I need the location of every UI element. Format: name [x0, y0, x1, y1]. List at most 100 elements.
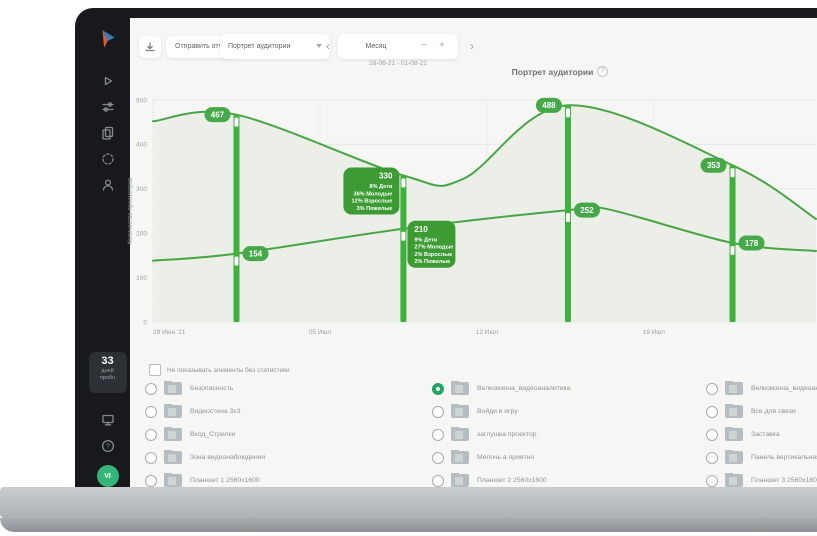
info-icon[interactable]: ?	[597, 66, 609, 77]
y-tick-label: 0	[143, 319, 147, 326]
x-tick-label: 28 Июн '21	[153, 329, 186, 336]
sidebar-item-screens[interactable]	[94, 407, 122, 433]
tooltip-value: 330	[379, 171, 393, 180]
pill-value: 488	[542, 101, 556, 110]
list-item[interactable]: Вход_Стрелки	[145, 427, 432, 442]
tooltip-breakdown-line: 8% Дети	[369, 184, 392, 190]
series-area	[153, 105, 816, 322]
radio-unselected[interactable]	[706, 474, 718, 487]
radio-unselected[interactable]	[145, 405, 157, 418]
value-pill[interactable]	[204, 107, 231, 123]
x-tick-label: 19 Июл	[643, 329, 665, 336]
list-item-label: Планшет 1 2560x1600	[190, 477, 260, 484]
trial-badge[interactable]: 33 дней пробн	[88, 352, 127, 393]
person-icon	[102, 179, 113, 191]
folder-icon	[451, 381, 469, 395]
value-pill[interactable]	[700, 157, 727, 173]
pill-value: 178	[745, 239, 759, 248]
sidebar-item-statistics[interactable]	[94, 94, 122, 120]
value-pill[interactable]	[738, 235, 765, 251]
sidebar-item-content[interactable]	[94, 120, 122, 146]
value-pill[interactable]	[573, 202, 600, 218]
chart-title: Портрет аудитории	[511, 66, 594, 77]
radio-selected[interactable]	[432, 382, 444, 395]
y-tick-label: 500	[136, 97, 147, 104]
list-item[interactable]: Велкомзона_видеоаналитика	[432, 381, 706, 396]
y-tick-label: 300	[136, 186, 147, 193]
list-item[interactable]: Планшет 1 2560x1600	[145, 473, 432, 487]
list-item[interactable]: Видеостена 3x3	[145, 404, 432, 419]
period-plus-button[interactable]: +	[439, 40, 445, 51]
app-logo-icon[interactable]	[97, 28, 119, 50]
chart-bar[interactable]	[564, 105, 571, 322]
radio-unselected[interactable]	[432, 405, 444, 418]
hide-empty-label: Не показывать элементы без статистики	[167, 366, 290, 374]
trial-days-number: 33	[101, 355, 114, 367]
hide-empty-checkbox[interactable]	[149, 364, 161, 376]
screen-list-column-1: Безопасность Видеостена 3x3 Вход_Стрелки Зо…	[145, 381, 432, 487]
pill-value: 467	[211, 110, 225, 119]
next-period-button[interactable]: ›	[470, 39, 474, 53]
chart-bar[interactable]	[729, 165, 736, 322]
radio-unselected[interactable]	[706, 428, 718, 441]
radio-unselected[interactable]	[706, 405, 718, 418]
list-item-label: Велкомзона_видеоаналитика	[751, 385, 817, 392]
list-item[interactable]: Войди в игру	[432, 404, 706, 419]
list-item[interactable]: Безопасность	[145, 381, 432, 396]
list-item[interactable]: Велкомзона_видеоаналитика	[706, 381, 817, 396]
folder-icon	[164, 473, 182, 487]
list-item[interactable]: Мелочь а приятно	[432, 450, 706, 465]
list-item[interactable]: заглушка проектор	[432, 427, 706, 442]
download-icon	[145, 42, 155, 52]
radio-unselected[interactable]	[706, 451, 718, 464]
value-pill[interactable]	[535, 97, 562, 113]
chart-bar[interactable]	[400, 175, 407, 322]
list-item[interactable]: Панель вертикальная внутренняя	[706, 450, 817, 465]
breakdown-tooltip[interactable]	[343, 167, 400, 215]
list-item[interactable]: Планшет 3 2560x1600	[706, 473, 817, 487]
list-item[interactable]: Планшет 2 2560x1600	[432, 473, 706, 487]
tooltip-breakdown-line: 9% Дети	[414, 237, 437, 243]
screen-marker-icon	[234, 256, 239, 266]
tooltip-breakdown-line: 2% Взрослые	[414, 252, 452, 258]
chart-bar[interactable]	[233, 114, 240, 322]
sidebar-item-help[interactable]: ?	[94, 433, 122, 459]
tooltip-breakdown-line: 36% Молодые	[353, 191, 392, 197]
list-item[interactable]: Заставка	[706, 427, 817, 442]
list-item-label: Вход_Стрелки	[190, 431, 236, 438]
laptop-base-edge	[0, 518, 817, 532]
folder-icon	[164, 404, 182, 418]
folder-icon	[451, 450, 469, 464]
list-item-label: Мелочь а приятно	[477, 454, 535, 461]
y-tick-label: 100	[136, 275, 147, 282]
sidebar-item-media[interactable]	[94, 68, 122, 94]
radio-unselected[interactable]	[145, 382, 157, 395]
play-icon	[104, 76, 112, 86]
radio-unselected[interactable]	[432, 428, 444, 441]
list-item[interactable]: Зона видеонаблюдения	[145, 450, 432, 465]
radio-unselected[interactable]	[145, 451, 157, 464]
radio-unselected[interactable]	[432, 474, 444, 487]
trial-days-caption: дней пробн	[99, 368, 116, 381]
period-stepper[interactable]: Месяц − +	[338, 34, 458, 59]
user-avatar[interactable]: VI	[96, 465, 119, 487]
download-report-button[interactable]	[139, 36, 161, 58]
help-icon: ?	[101, 439, 114, 453]
previous-period-button[interactable]: ‹	[326, 39, 330, 53]
report-type-select[interactable]: Портрет аудитории	[220, 34, 330, 59]
value-pill[interactable]	[242, 246, 269, 262]
copy-documents-icon	[101, 126, 113, 140]
sidebar-item-loading[interactable]	[94, 146, 122, 172]
period-minus-button[interactable]: −	[421, 40, 427, 51]
folder-icon	[725, 427, 743, 441]
chevron-down-icon	[316, 44, 322, 48]
list-item[interactable]: Все для связи	[706, 404, 817, 419]
radio-unselected[interactable]	[145, 428, 157, 441]
breakdown-tooltip[interactable]	[407, 220, 456, 268]
sidebar-item-profile[interactable]	[94, 172, 122, 198]
radio-unselected[interactable]	[706, 382, 718, 395]
radio-unselected[interactable]	[432, 451, 444, 464]
folder-icon	[725, 473, 743, 487]
pill-value: 252	[580, 206, 594, 215]
radio-unselected[interactable]	[145, 474, 157, 487]
